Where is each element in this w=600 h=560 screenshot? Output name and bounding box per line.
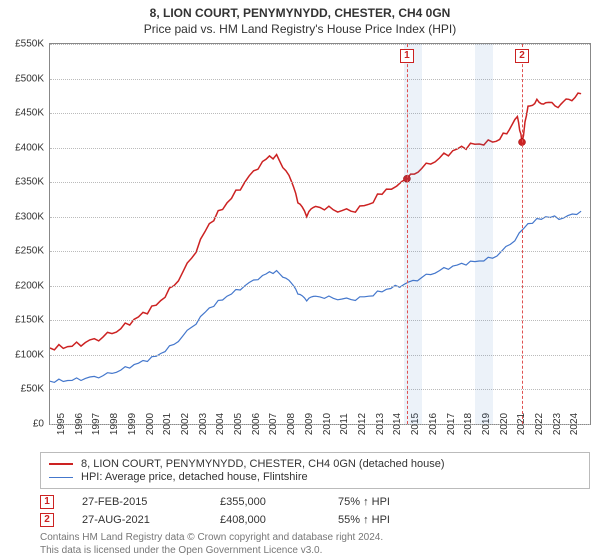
- ytick-label: £150K: [15, 315, 50, 326]
- series-price_paid: [50, 93, 581, 350]
- gridline-h: [50, 182, 590, 183]
- series-hpi: [50, 211, 581, 382]
- xtick-label: 2024: [563, 413, 580, 435]
- xtick-label: 2003: [192, 413, 209, 435]
- legend-swatch: [49, 477, 73, 478]
- xtick-label: 2011: [333, 413, 350, 435]
- ytick-label: £0: [33, 419, 50, 430]
- xtick-label: 2005: [227, 413, 244, 435]
- xtick-label: 2004: [209, 413, 226, 435]
- event-marker-box: 1: [400, 49, 414, 63]
- ytick-label: £250K: [15, 246, 50, 257]
- xtick-label: 2018: [457, 413, 474, 435]
- gridline-h: [50, 148, 590, 149]
- xtick-label: 1995: [50, 413, 67, 435]
- xtick-label: 2009: [298, 413, 315, 435]
- footer-line-2: This data is licensed under the Open Gov…: [40, 544, 590, 557]
- plot-area: £0£50K£100K£150K£200K£250K£300K£350K£400…: [50, 44, 590, 424]
- footer-line-1: Contains HM Land Registry data © Crown c…: [40, 531, 590, 544]
- event-price: £355,000: [220, 496, 310, 508]
- gridline-h: [50, 286, 590, 287]
- line-series-svg: [50, 44, 590, 424]
- chart-container: 8, LION COURT, PENYMYNYDD, CHESTER, CH4 …: [0, 0, 600, 560]
- chart-title-address: 8, LION COURT, PENYMYNYDD, CHESTER, CH4 …: [0, 6, 600, 20]
- event-row: 1 27-FEB-2015 £355,000 75% ↑ HPI: [40, 495, 590, 509]
- xtick-label: 2022: [528, 413, 545, 435]
- xtick-label: 2008: [280, 413, 297, 435]
- event-vline: [522, 44, 523, 424]
- event-date: 27-FEB-2015: [82, 496, 192, 508]
- legend-label: 8, LION COURT, PENYMYNYDD, CHESTER, CH4 …: [81, 458, 445, 470]
- gridline-h: [50, 217, 590, 218]
- xtick-label: 2014: [386, 413, 403, 435]
- gridline-h: [50, 320, 590, 321]
- xtick-label: 2012: [351, 413, 368, 435]
- ytick-label: £350K: [15, 177, 50, 188]
- event-marker-box: 2: [515, 49, 529, 63]
- xtick-label: 1996: [68, 413, 85, 435]
- event-number-box: 2: [40, 513, 54, 527]
- event-price: £408,000: [220, 514, 310, 526]
- ytick-label: £450K: [15, 108, 50, 119]
- xtick-label: 2016: [422, 413, 439, 435]
- xtick-label: 2000: [139, 413, 156, 435]
- ytick-label: £500K: [15, 73, 50, 84]
- legend: 8, LION COURT, PENYMYNYDD, CHESTER, CH4 …: [40, 452, 590, 489]
- legend-row: 8, LION COURT, PENYMYNYDD, CHESTER, CH4 …: [49, 458, 581, 470]
- xtick-label: 1998: [103, 413, 120, 435]
- gridline-h: [50, 79, 590, 80]
- event-pct: 55% ↑ HPI: [338, 514, 390, 526]
- xtick-label: 2013: [369, 413, 386, 435]
- gridline-h: [50, 44, 590, 45]
- legend-row: HPI: Average price, detached house, Flin…: [49, 471, 581, 483]
- xtick-label: 2007: [262, 413, 279, 435]
- ytick-label: £200K: [15, 280, 50, 291]
- gridline-h: [50, 113, 590, 114]
- xtick-label: 2023: [546, 413, 563, 435]
- xtick-label: 2017: [440, 413, 457, 435]
- event-number-box: 1: [40, 495, 54, 509]
- ytick-label: £300K: [15, 211, 50, 222]
- event-vline: [407, 44, 408, 424]
- event-date: 27-AUG-2021: [82, 514, 192, 526]
- event-row: 2 27-AUG-2021 £408,000 55% ↑ HPI: [40, 513, 590, 527]
- xtick-label: 2006: [245, 413, 262, 435]
- gridline-h: [50, 389, 590, 390]
- title-block: 8, LION COURT, PENYMYNYDD, CHESTER, CH4 …: [0, 0, 600, 36]
- ytick-label: £400K: [15, 142, 50, 153]
- xtick-label: 1997: [85, 413, 102, 435]
- chart-subtitle: Price paid vs. HM Land Registry's House …: [0, 22, 600, 36]
- ytick-label: £550K: [15, 39, 50, 50]
- footer-attribution: Contains HM Land Registry data © Crown c…: [40, 531, 590, 557]
- ytick-label: £100K: [15, 349, 50, 360]
- legend-swatch: [49, 463, 73, 465]
- xtick-label: 2002: [174, 413, 191, 435]
- event-pct: 75% ↑ HPI: [338, 496, 390, 508]
- ytick-label: £50K: [21, 384, 50, 395]
- shaded-band: [475, 44, 493, 424]
- xtick-label: 1999: [121, 413, 138, 435]
- xtick-label: 2020: [493, 413, 510, 435]
- gridline-h: [50, 251, 590, 252]
- gridline-h: [50, 355, 590, 356]
- xtick-label: 2021: [510, 413, 527, 435]
- legend-label: HPI: Average price, detached house, Flin…: [81, 471, 308, 483]
- xtick-label: 2001: [156, 413, 173, 435]
- xtick-label: 2010: [316, 413, 333, 435]
- event-table: 1 27-FEB-2015 £355,000 75% ↑ HPI 2 27-AUG-202…: [40, 495, 590, 527]
